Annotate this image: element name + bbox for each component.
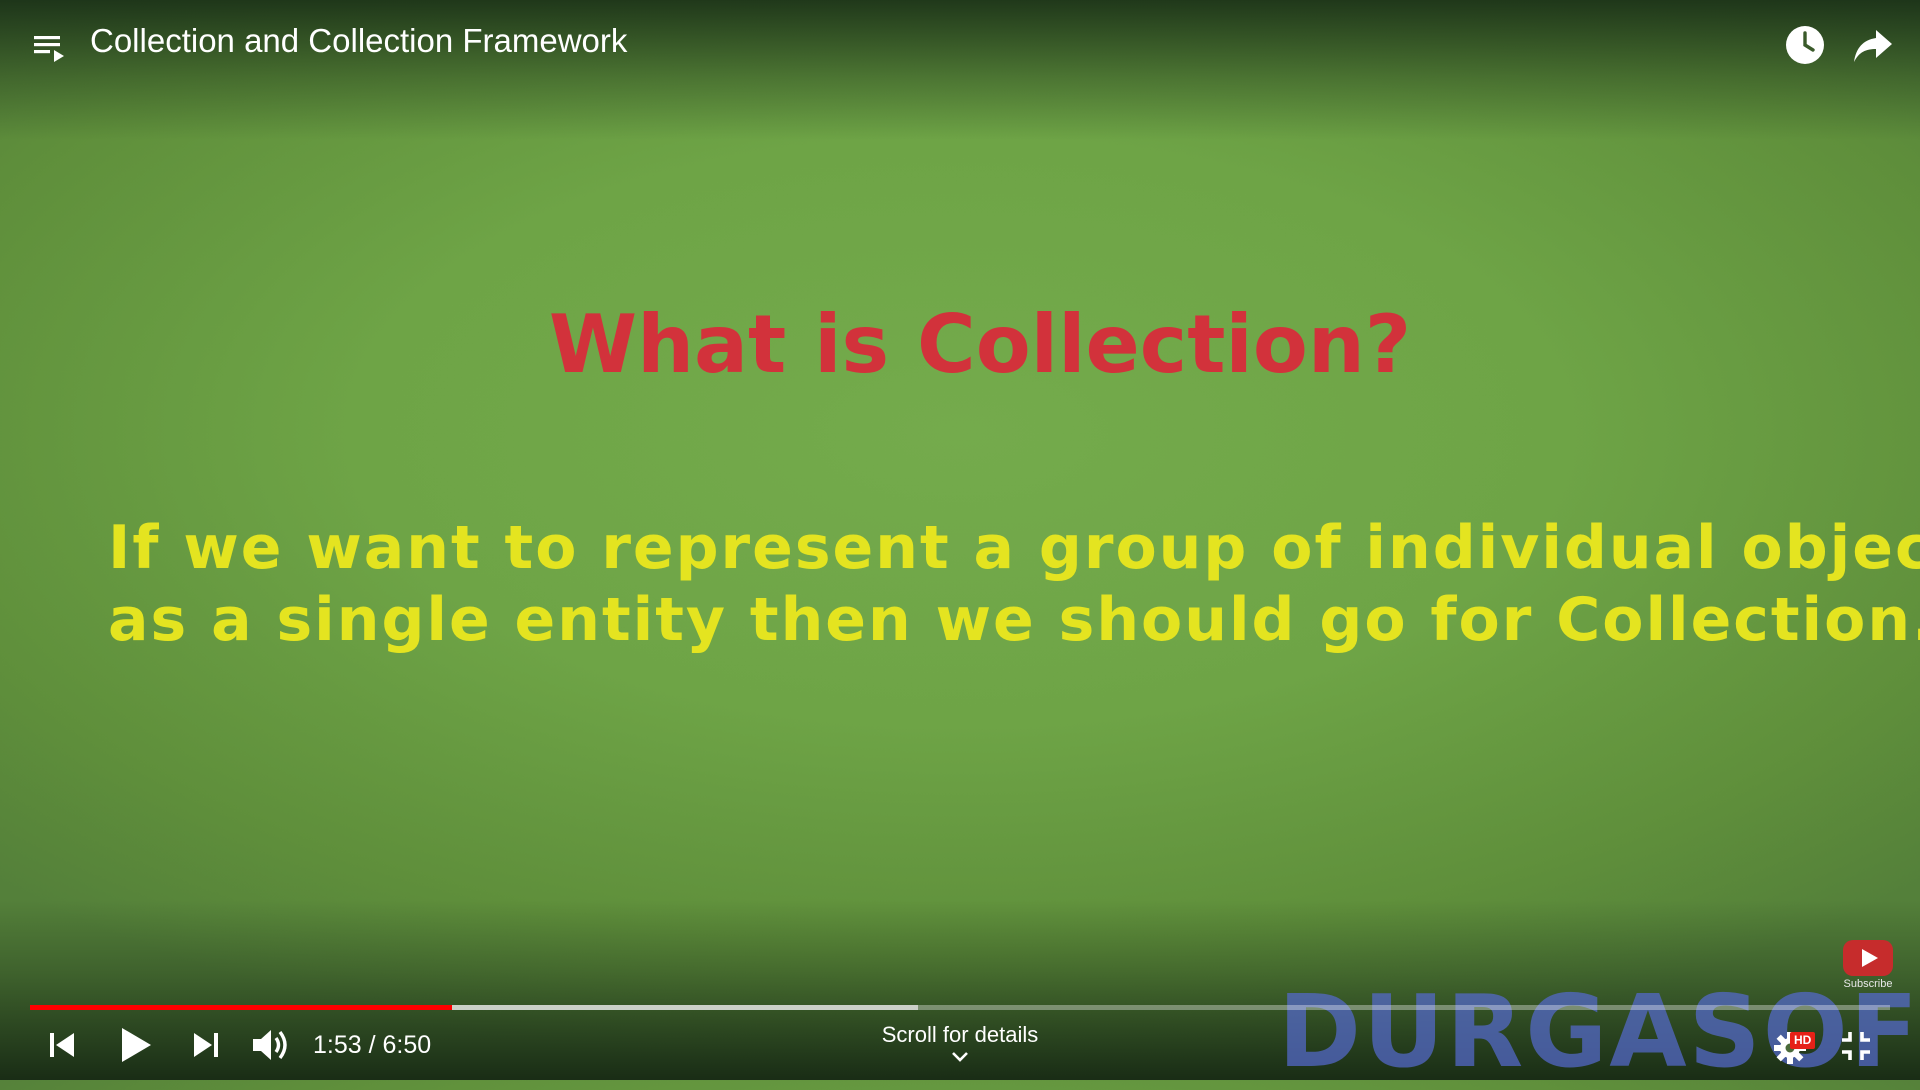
slide-body: If we want to represent a group of indiv… (108, 512, 1920, 656)
subscribe-label: Subscribe (1843, 978, 1893, 990)
share-arrow-icon[interactable] (1852, 26, 1894, 66)
subscribe-badge[interactable]: Subscribe (1838, 940, 1898, 996)
skip-previous-icon[interactable] (46, 1028, 80, 1062)
exit-fullscreen-icon[interactable] (1838, 1028, 1874, 1064)
progress-played (30, 1005, 452, 1010)
skip-next-icon[interactable] (188, 1028, 222, 1062)
progress-bar[interactable] (30, 1005, 1890, 1010)
top-gradient-overlay (0, 0, 1920, 140)
duration: 6:50 (382, 1031, 432, 1059)
slide-body-line-2: as a single entity then we should go for… (108, 585, 1920, 655)
clock-icon[interactable] (1784, 24, 1826, 66)
slide-body-line-1: If we want to represent a group of indiv… (108, 513, 1920, 583)
channel-watermark: DURGASOFT (1278, 973, 1920, 1090)
volume-icon[interactable] (250, 1024, 294, 1066)
video-title[interactable]: Collection and Collection Framework (90, 22, 628, 59)
time-separator: / (361, 1031, 383, 1059)
bottom-gradient-overlay (0, 900, 1920, 1080)
play-icon[interactable] (118, 1025, 154, 1065)
scroll-hint-label: Scroll for details (881, 1022, 1039, 1047)
current-time: 1:53 (313, 1031, 362, 1059)
scroll-for-details[interactable]: Scroll for details (860, 1022, 1060, 1064)
playlist-icon[interactable] (32, 30, 68, 66)
hd-badge: HD (1790, 1032, 1816, 1049)
slide-heading: What is Collection? (548, 298, 1412, 391)
youtube-play-icon (1843, 940, 1893, 976)
chevron-down-icon (952, 1052, 968, 1062)
time-display: 1:53 / 6:50 (313, 1031, 431, 1060)
progress-buffered (30, 1005, 918, 1010)
